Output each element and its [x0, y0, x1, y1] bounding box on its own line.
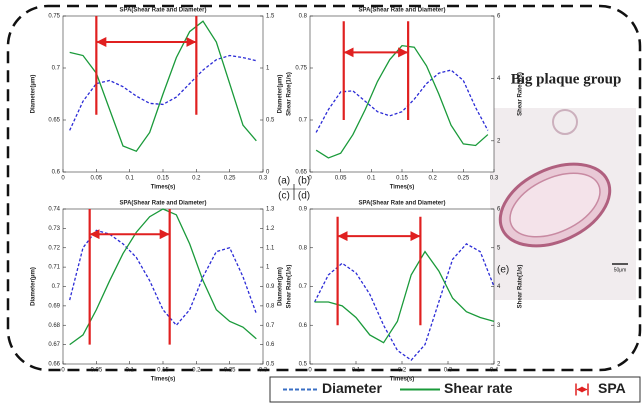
y-tick-label: 0.9 — [299, 207, 308, 213]
x-tick-label: 0.3 — [444, 368, 453, 374]
x-axis-label: Times(s) — [151, 185, 176, 191]
y2-tick-label: 1.3 — [266, 207, 275, 213]
chart-title: SPA(Shear Rate and Diameter) — [120, 201, 207, 207]
x-tick-label: 0.3 — [490, 176, 499, 182]
x-tick-label: 0.15 — [157, 176, 169, 182]
x-tick-label: 0.25 — [224, 176, 236, 182]
chart-title: SPA(Shear Rate and Diameter) — [359, 8, 446, 14]
legend-label: Diameter — [322, 380, 382, 396]
x-tick-label: 0.2 — [192, 368, 201, 374]
y-tick-label: 0.7 — [52, 66, 61, 72]
y-tick-label: 0.65 — [48, 118, 60, 124]
y-tick-label: 0.67 — [48, 342, 60, 348]
y2-tick-label: 0.7 — [266, 323, 275, 329]
plot-area — [310, 16, 494, 172]
x-axis-label: Times(s) — [151, 377, 176, 383]
x-tick-label: 0.15 — [157, 368, 169, 374]
y2-tick-label: 4 — [497, 76, 501, 82]
x-tick-label: 0.1 — [367, 176, 376, 182]
x-tick-label: 0.1 — [125, 368, 134, 374]
y2-tick-label: 6 — [497, 14, 501, 20]
y-tick-label: 0.75 — [295, 66, 307, 72]
y2-tick-label: 1 — [266, 265, 270, 271]
x-tick-label: 0.2 — [428, 176, 437, 182]
panel-label: (d) — [298, 191, 310, 202]
y2-tick-label: 1.2 — [266, 226, 275, 232]
legend-label: SPA — [598, 380, 626, 396]
x-tick-label: 0.25 — [457, 176, 469, 182]
panel-label: (a) — [278, 176, 290, 187]
y2-axis-label: Shear Rate(1/s) — [287, 265, 293, 309]
y-tick-label: 0.8 — [299, 245, 308, 251]
y-tick-label: 0.8 — [299, 14, 308, 20]
y-tick-label: 0.71 — [48, 265, 60, 271]
y2-axis-label: Shear Rate(1/s) — [287, 72, 293, 116]
x-tick-label: 0 — [308, 368, 312, 374]
x-tick-label: 0.1 — [125, 176, 134, 182]
y2-axis-label: Shear Rate(1/s) — [518, 265, 524, 309]
y-tick-label: 0.7 — [52, 284, 61, 290]
x-tick-label: 0 — [61, 368, 65, 374]
scale-label: 50μm — [614, 267, 627, 273]
y2-tick-label: 3 — [497, 323, 501, 329]
x-tick-label: 0.1 — [352, 368, 361, 374]
y2-tick-label: 0.6 — [266, 342, 275, 348]
y-axis-label: Diameter(μm) — [278, 75, 284, 114]
x-tick-label: 0.05 — [90, 368, 102, 374]
y-tick-label: 0.75 — [48, 14, 60, 20]
y2-tick-label: 1.5 — [266, 14, 275, 20]
x-tick-label: 0.05 — [335, 176, 347, 182]
y2-tick-label: 0.8 — [266, 303, 275, 309]
y2-tick-label: 2 — [497, 362, 501, 368]
y-tick-label: 0.7 — [299, 118, 308, 124]
x-axis-label: Times(s) — [390, 377, 415, 383]
y2-tick-label: 0.5 — [266, 118, 275, 124]
y-tick-label: 0.65 — [295, 170, 307, 176]
y-axis-label: Diameter(μm) — [31, 267, 37, 306]
x-tick-label: 0.2 — [192, 176, 201, 182]
y-tick-label: 0.68 — [48, 323, 60, 329]
y-tick-label: 0.7 — [299, 284, 308, 290]
panel-label: (c) — [278, 191, 290, 202]
y2-axis-label: Shear Rate(1/s) — [518, 72, 524, 116]
panel-label: (e) — [497, 265, 509, 276]
y-tick-label: 0.73 — [48, 226, 60, 232]
x-tick-label: 0 — [308, 176, 312, 182]
y-tick-label: 0.6 — [299, 323, 308, 329]
y-tick-label: 0.5 — [299, 362, 308, 368]
x-tick-label: 0 — [61, 176, 65, 182]
chart-title: SPA(Shear Rate and Diameter) — [359, 201, 446, 207]
y-axis-label: Diameter(μm) — [31, 75, 37, 114]
figure: Big plaque group (e) 50μm SPA(Shear Rate… — [0, 0, 644, 404]
y2-tick-label: 0.9 — [266, 284, 275, 290]
x-tick-label: 0.4 — [490, 368, 499, 374]
y2-tick-label: 0.5 — [266, 362, 275, 368]
y-tick-label: 0.6 — [52, 170, 61, 176]
y-tick-label: 0.72 — [48, 245, 60, 251]
x-tick-label: 0.05 — [90, 176, 102, 182]
x-tick-label: 0.2 — [398, 368, 407, 374]
chart-title: SPA(Shear Rate and Diameter) — [120, 8, 207, 14]
plot-area — [63, 209, 263, 364]
group-heading: Big plaque group — [511, 71, 622, 87]
y-tick-label: 0.74 — [48, 207, 60, 213]
y-axis-label: Diameter(μm) — [278, 267, 284, 306]
y2-tick-label: 1.1 — [266, 245, 275, 251]
y-tick-label: 0.69 — [48, 303, 60, 309]
y2-tick-label: 0 — [266, 170, 270, 176]
x-tick-label: 0.15 — [396, 176, 408, 182]
legend-label: Shear rate — [444, 380, 513, 396]
x-axis-label: Times(s) — [390, 185, 415, 191]
x-tick-label: 0.3 — [259, 368, 268, 374]
y2-tick-label: 1 — [266, 66, 270, 72]
x-tick-label: 0.25 — [224, 368, 236, 374]
x-tick-label: 0.3 — [259, 176, 268, 182]
y-tick-label: 0.66 — [48, 362, 60, 368]
